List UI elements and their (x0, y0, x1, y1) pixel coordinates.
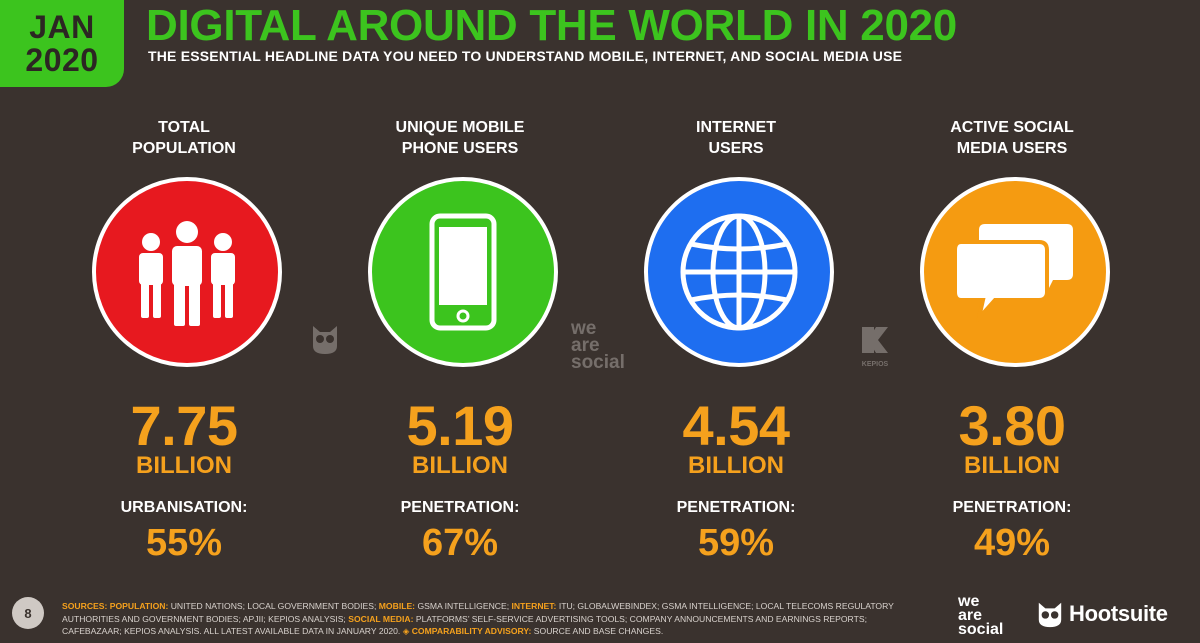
metric-value: 59% (697, 522, 775, 564)
stat-value: 3.80 (958, 394, 1067, 457)
owl-watermark-icon (310, 322, 340, 361)
mobile-phone-icon (368, 177, 558, 367)
stat-unit: BILLION (412, 452, 508, 479)
metric-value: 67% (421, 522, 499, 564)
stat-unit: BILLION (136, 452, 232, 479)
kepios-label: KEPIOS (861, 361, 889, 368)
chat-bubbles-icon (920, 177, 1110, 367)
metric-label: PENETRATION: (676, 499, 796, 516)
footer-sources: SOURCES: POPULATION: UNITED NATIONS; LOC… (62, 600, 912, 638)
we-are-social-logo: we are social (958, 593, 1004, 639)
stat-card-social: ACTIVE SOCIAL MEDIA USERS 3.80 BILLION P… (892, 0, 1132, 580)
population-text: UNITED NATIONS; LOCAL GOVERNMENT BODIES; (170, 601, 377, 611)
kepios-logo-icon (862, 327, 888, 353)
owl-icon (1038, 602, 1062, 628)
stat-value: 4.54 (682, 394, 791, 457)
badge-year: 2020 (25, 41, 99, 78)
stat-card-mobile: UNIQUE MOBILE PHONE USERS 5.19 BILLION P… (340, 0, 580, 580)
sources-label: SOURCES: (62, 601, 108, 611)
stat-value: 5.19 (406, 394, 515, 457)
advisory-text: SOURCE AND BASE CHANGES. (533, 626, 664, 636)
population-label: POPULATION: (109, 601, 169, 611)
stat-label: ACTIVE SOCIAL MEDIA USERS (950, 119, 1074, 157)
stat-value: 7.75 (130, 394, 239, 457)
kepios-watermark: KEPIOS (860, 325, 890, 368)
metric-label: URBANISATION: (120, 499, 248, 516)
mobile-text: GSMA INTELLIGENCE; (417, 601, 510, 611)
internet-text: ITU; GLOBALWEBINDEX; GSMA INTELLIGENCE; … (62, 601, 894, 624)
page-number: 8 (12, 597, 44, 629)
advisory-label: ◈ COMPARABILITY ADVISORY: (402, 626, 532, 636)
stat-unit: BILLION (688, 452, 784, 479)
metric-value: 55% (145, 522, 223, 564)
stat-unit: BILLION (964, 452, 1060, 479)
social-text: PLATFORMS’ SELF-SERVICE ADVERTISING TOOL… (62, 613, 867, 637)
badge-month: JAN (29, 8, 95, 45)
page-title: DIGITAL AROUND THE WORLD IN 2020 (146, 1, 957, 50)
stat-label: UNIQUE MOBILE PHONE USERS (395, 119, 525, 157)
hootsuite-label: Hootsuite (1069, 601, 1168, 626)
stat-label: INTERNET USERS (696, 119, 776, 157)
page-subtitle: THE ESSENTIAL HEADLINE DATA YOU NEED TO … (148, 48, 903, 64)
metric-label: PENETRATION: (400, 499, 520, 516)
people-icon (92, 177, 282, 367)
mobile-label: MOBILE: (378, 601, 416, 611)
social-label: SOCIAL MEDIA: (348, 613, 414, 624)
date-badge: JAN 2020 (0, 0, 124, 87)
stat-card-population: TOTAL POPULATION 7.75 BILLION URBANISATI… (64, 0, 304, 580)
internet-label: INTERNET: (511, 601, 557, 611)
we-are-social-watermark: we are social (571, 318, 625, 374)
stat-card-internet: INTERNET USERS 4.54 BILLION PENETRATION:… (616, 0, 856, 580)
hootsuite-logo: Hootsuite (1036, 600, 1168, 628)
stat-label: TOTAL POPULATION (132, 119, 236, 157)
metric-value: 49% (973, 522, 1051, 564)
globe-icon (644, 177, 834, 367)
metric-label: PENETRATION: (952, 499, 1072, 516)
